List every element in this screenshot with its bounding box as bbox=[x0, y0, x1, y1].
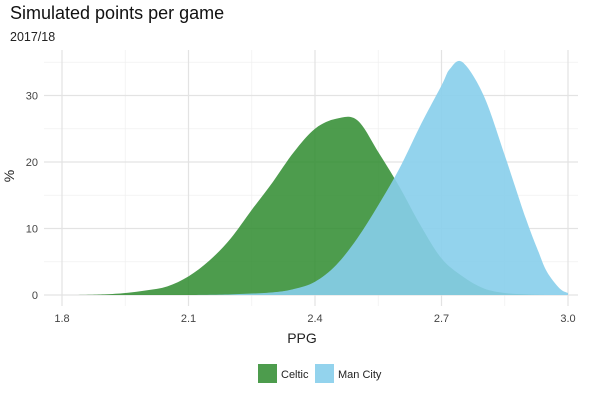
x-axis-title: PPG bbox=[287, 330, 317, 346]
legend-label-man-city: Man City bbox=[338, 369, 382, 381]
legend-label-celtic: Celtic bbox=[281, 369, 309, 381]
y-tick-label: 20 bbox=[26, 157, 38, 169]
y-tick-label: 10 bbox=[26, 224, 38, 236]
chart-subtitle: 2017/18 bbox=[10, 30, 56, 44]
x-tick-label: 2.7 bbox=[434, 313, 449, 325]
y-tick-label: 0 bbox=[32, 290, 38, 302]
legend-swatch-man-city bbox=[315, 364, 334, 383]
y-tick-label: 30 bbox=[26, 91, 38, 103]
x-tick-label: 2.1 bbox=[181, 313, 196, 325]
density-area-man-city bbox=[188, 60, 568, 295]
x-tick-label: 3.0 bbox=[560, 313, 575, 325]
x-tick-label: 1.8 bbox=[54, 313, 69, 325]
x-tick-label: 2.4 bbox=[307, 313, 322, 325]
axis-layer: 1.8 2.1 2.4 2.7 3.0 0 10 20 30 bbox=[26, 91, 576, 326]
y-axis-title: % bbox=[1, 170, 17, 182]
chart-title: Simulated points per game bbox=[10, 3, 225, 23]
legend-swatch-celtic bbox=[258, 364, 277, 383]
area-layer bbox=[74, 60, 568, 295]
legend: Celtic Man City bbox=[258, 364, 382, 383]
